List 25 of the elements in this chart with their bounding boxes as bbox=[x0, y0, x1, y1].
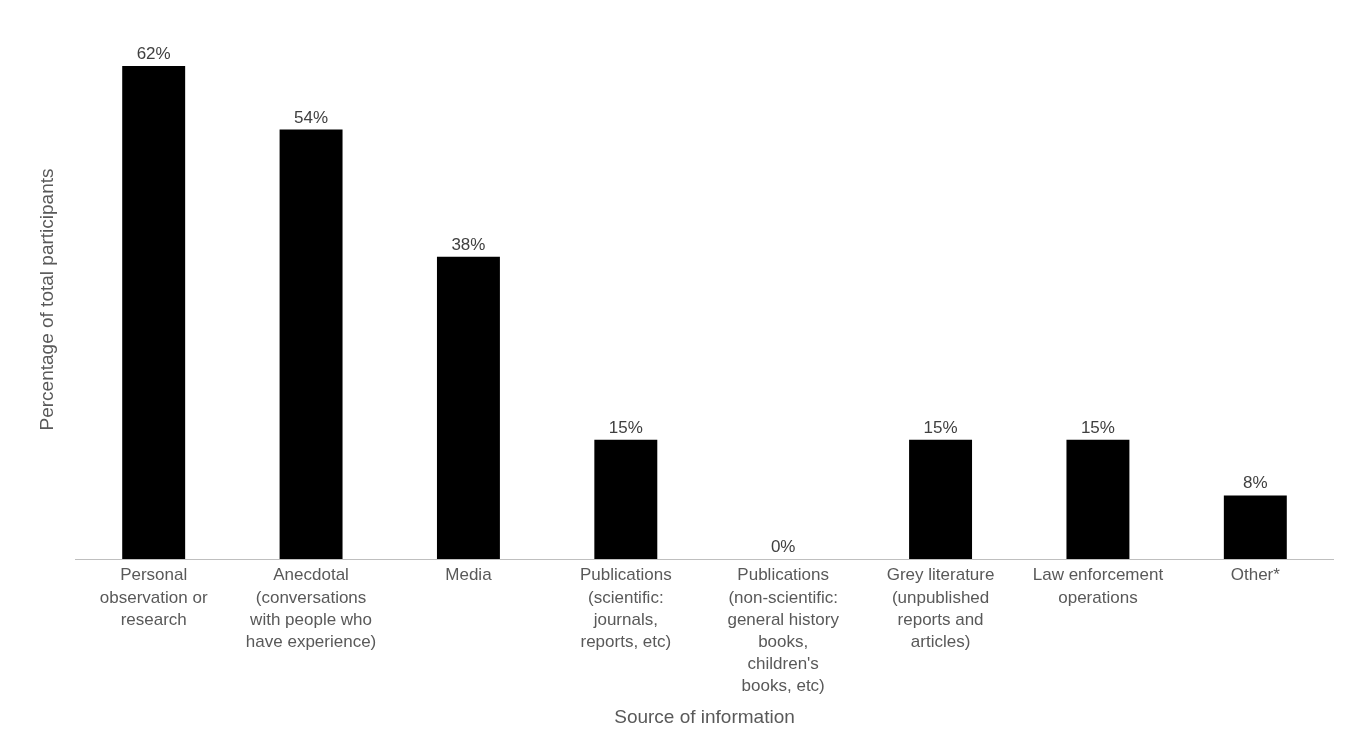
x-tick-label: Personal observation or research bbox=[99, 565, 208, 629]
bar bbox=[279, 129, 343, 559]
x-tick-label: Media bbox=[445, 565, 493, 585]
bar bbox=[594, 439, 658, 559]
bar bbox=[122, 65, 186, 559]
x-tick-label: Publications (scientific: journals, reports, etc) bbox=[579, 565, 672, 651]
data-label: 38% bbox=[451, 234, 486, 254]
x-tick-label: Other* bbox=[1230, 565, 1281, 585]
data-label: 0% bbox=[770, 537, 796, 556]
data-label: 15% bbox=[1080, 417, 1115, 437]
data-label: 8% bbox=[1243, 473, 1268, 493]
y-axis-title: Percentage of total participants bbox=[35, 168, 57, 431]
bar bbox=[909, 439, 973, 559]
data-label: 15% bbox=[608, 417, 643, 437]
x-axis-title: Source of information bbox=[614, 705, 795, 727]
data-label: 54% bbox=[294, 107, 329, 127]
bar bbox=[1223, 495, 1287, 559]
x-tick-label: Publications (non-scientific: general history books, children's books, etc) bbox=[727, 565, 840, 695]
x-tick-label: Law enforcement operations bbox=[1032, 565, 1164, 607]
x-tick-label: Anecdotal (conversations with people who have experience) bbox=[245, 565, 377, 651]
bar bbox=[1066, 439, 1130, 559]
data-label: 15% bbox=[923, 417, 958, 437]
data-label: 62% bbox=[136, 43, 171, 63]
x-tick-label: Grey literature (unpublished reports and articles) bbox=[886, 565, 995, 651]
bar bbox=[436, 256, 500, 559]
